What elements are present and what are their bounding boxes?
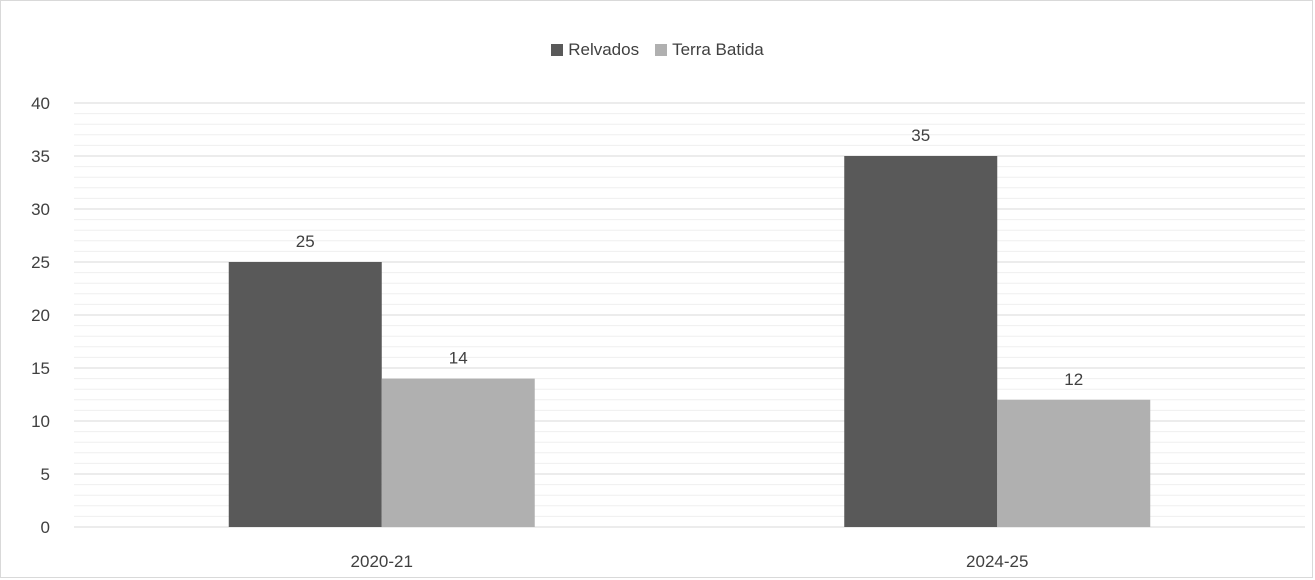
legend-label-terra-batida: Terra Batida (672, 40, 764, 59)
data-label: 35 (911, 126, 930, 145)
y-tick-label: 20 (31, 306, 50, 325)
bar-terra-batida (997, 399, 1151, 527)
y-tick-label: 15 (31, 359, 50, 378)
data-label: 14 (449, 349, 468, 368)
y-tick-label: 0 (41, 518, 50, 537)
legend-label-relvados: Relvados (568, 40, 640, 59)
bar-relvados (228, 262, 382, 527)
legend: Relvados Terra Batida (0, 40, 1315, 60)
x-tick-label: 2024-25 (966, 552, 1028, 571)
data-label: 12 (1064, 370, 1083, 389)
y-tick-label: 40 (31, 94, 50, 113)
bar-relvados (844, 156, 998, 527)
y-tick-label: 30 (31, 200, 50, 219)
legend-item-relvados: Relvados (551, 40, 639, 60)
legend-swatch-relvados (551, 44, 564, 56)
y-tick-label: 25 (31, 253, 50, 272)
y-tick-label: 5 (41, 465, 50, 484)
bar-terra-batida (381, 378, 535, 527)
legend-item-terra-batida: Terra Batida (655, 40, 764, 60)
y-tick-label: 10 (31, 412, 50, 431)
data-label: 25 (296, 232, 315, 251)
x-tick-label: 2020-21 (351, 552, 413, 571)
y-tick-label: 35 (31, 147, 50, 166)
legend-swatch-terra-batida (655, 44, 668, 56)
